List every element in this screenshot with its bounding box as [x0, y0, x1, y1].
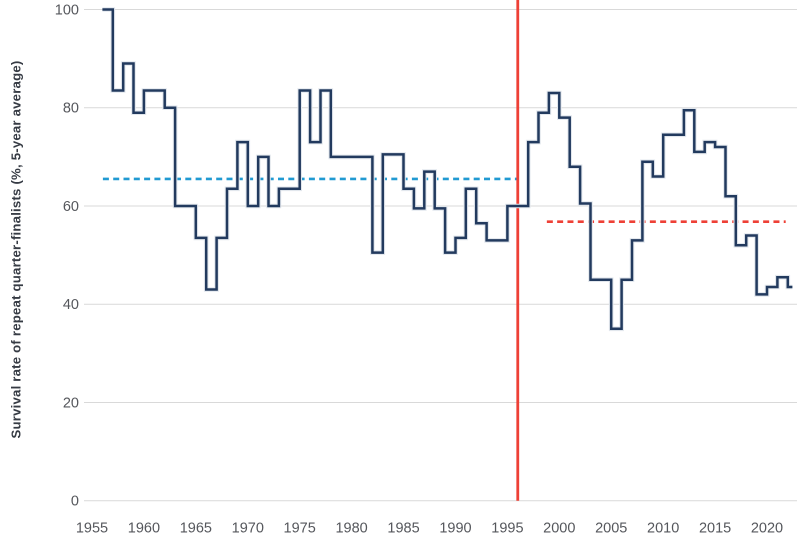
- x-tick-label: 2015: [699, 521, 731, 537]
- x-tick-label: 1990: [439, 521, 471, 537]
- y-tick-label: 60: [63, 199, 79, 215]
- x-tick-label: 1980: [335, 521, 367, 537]
- y-tick-label: 40: [63, 297, 79, 313]
- x-tick-label: 1960: [128, 521, 160, 537]
- x-tick-label: 2005: [595, 521, 627, 537]
- x-tick-label: 2010: [647, 521, 679, 537]
- x-tick-label: 1985: [387, 521, 419, 537]
- x-tick-label: 1970: [232, 521, 264, 537]
- x-tick-label: 1975: [284, 521, 316, 537]
- y-axis-title: Survival rate of repeat quarter-finalist…: [8, 60, 24, 439]
- x-tick-label: 1955: [76, 521, 108, 537]
- series-line: [102, 8, 793, 331]
- y-tick-label: 100: [55, 3, 79, 19]
- x-tick-label: 2000: [543, 521, 575, 537]
- x-tick-label: 1965: [180, 521, 212, 537]
- y-tick-label: 80: [63, 101, 79, 117]
- y-tick-label: 0: [71, 494, 79, 510]
- x-tick-label: 1995: [491, 521, 523, 537]
- y-tick-label: 20: [63, 395, 79, 411]
- x-tick-label: 2020: [751, 521, 783, 537]
